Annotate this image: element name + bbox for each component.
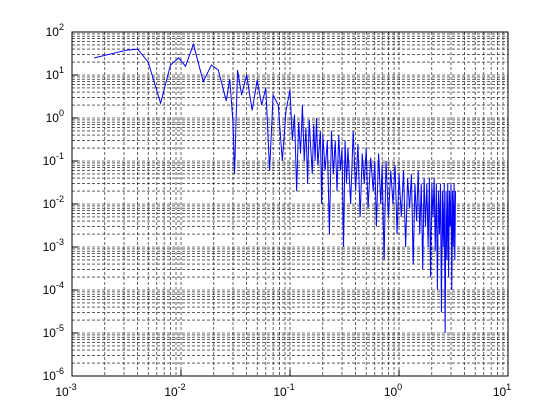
data-line xyxy=(94,42,457,334)
tick-base: 10 xyxy=(46,111,60,125)
tick-label: 10-3 xyxy=(43,237,64,254)
tick-exponent: -5 xyxy=(56,323,64,333)
tick-base: 10 xyxy=(55,385,69,399)
tick-label: 101 xyxy=(493,382,511,399)
tick-label: 101 xyxy=(46,65,64,82)
tick-base: 10 xyxy=(46,25,60,39)
tick-exponent: -6 xyxy=(56,366,64,376)
tick-exponent: -3 xyxy=(56,237,64,247)
tick-exponent: -1 xyxy=(287,382,295,392)
tick-label: 102 xyxy=(46,22,64,39)
tick-base: 10 xyxy=(43,283,57,297)
tick-base: 10 xyxy=(384,385,398,399)
tick-label: 10-5 xyxy=(43,323,64,340)
tick-label: 10-1 xyxy=(273,382,294,399)
tick-exponent: 2 xyxy=(59,22,64,32)
tick-exponent: -3 xyxy=(69,382,77,392)
tick-base: 10 xyxy=(43,240,57,254)
tick-exponent: -2 xyxy=(56,194,64,204)
tick-base: 10 xyxy=(164,385,178,399)
tick-base: 10 xyxy=(273,385,287,399)
tick-label: 10-4 xyxy=(43,280,64,297)
tick-label: 10-2 xyxy=(43,194,64,211)
tick-exponent: -1 xyxy=(56,151,64,161)
tick-label: 100 xyxy=(384,382,402,399)
tick-label: 10-1 xyxy=(43,151,64,168)
tick-base: 10 xyxy=(493,385,507,399)
tick-label: 100 xyxy=(46,108,64,125)
tick-label: 10-2 xyxy=(164,382,185,399)
tick-exponent: 1 xyxy=(506,382,511,392)
tick-base: 10 xyxy=(43,326,57,340)
tick-exponent: 1 xyxy=(59,65,64,75)
tick-exponent: 0 xyxy=(397,382,402,392)
plot-frame xyxy=(71,31,509,377)
tick-base: 10 xyxy=(43,197,57,211)
tick-label: 10-3 xyxy=(55,382,76,399)
tick-base: 10 xyxy=(43,154,57,168)
tick-base: 10 xyxy=(43,369,57,383)
tick-base: 10 xyxy=(46,68,60,82)
tick-exponent: 0 xyxy=(59,108,64,118)
tick-label: 10-6 xyxy=(43,366,64,383)
tick-exponent: -4 xyxy=(56,280,64,290)
tick-exponent: -2 xyxy=(178,382,186,392)
